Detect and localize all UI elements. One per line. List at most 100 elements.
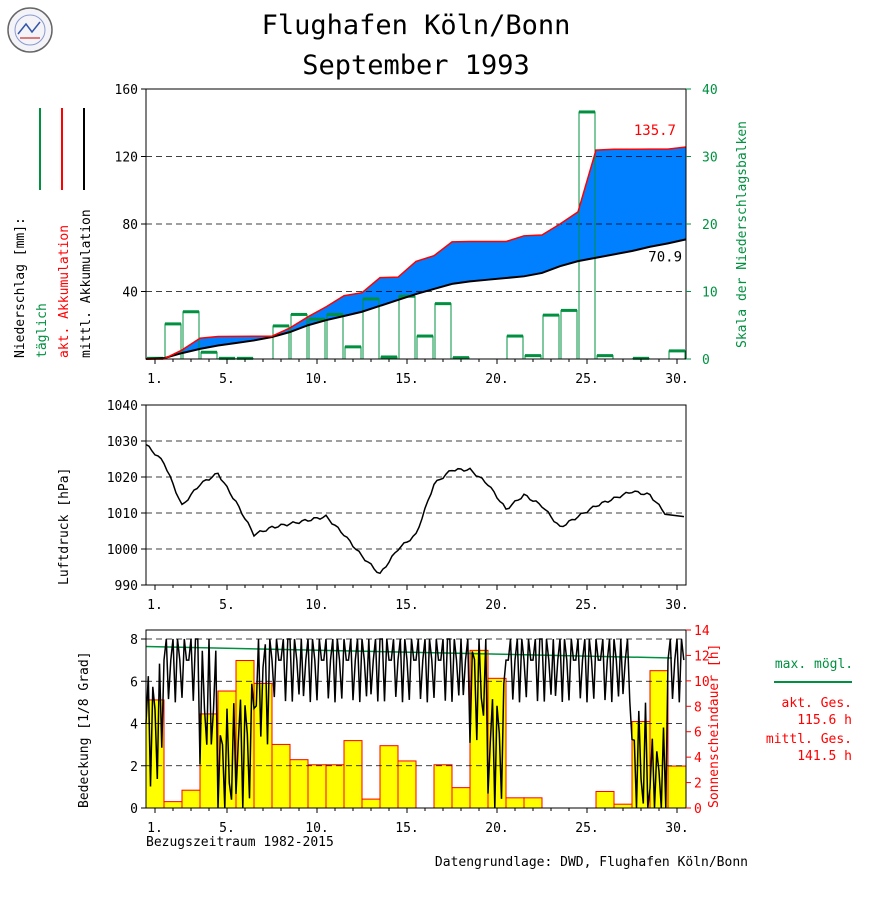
pressure-xtick-label: 1.	[147, 598, 163, 613]
cur-accum-line	[145, 146, 687, 360]
legend: Niederschlag [mm]: täglich akt. Akkumula…	[13, 108, 750, 358]
precip-y2tick-label: 10	[702, 286, 718, 301]
cloud-xtick-label: 30.	[665, 821, 688, 836]
pressure-ytick-label: 1010	[107, 507, 138, 522]
cloud-xtick-label: 5.	[219, 821, 235, 836]
cloud-xtick-label: 25.	[575, 821, 598, 836]
cloud-xtick-label: 1.	[147, 821, 163, 836]
sun-y2tick-label: 14	[694, 624, 710, 639]
precip-ytick-label: 40	[122, 286, 138, 301]
pressure-xtick-label: 30.	[665, 598, 688, 613]
sunshine-bar	[379, 745, 399, 809]
cloud-cover-line	[145, 638, 685, 809]
sunshine-bar	[361, 798, 381, 809]
precip-xtick-label: 20.	[485, 372, 508, 387]
sunshine-bar	[523, 797, 543, 809]
right-axis-label: Skala der Niederschlagsbalken	[735, 121, 750, 348]
sunshine-bar	[163, 801, 183, 809]
cur-accum-end-label: 135.7	[634, 123, 676, 139]
sun-y2tick-label: 6	[694, 726, 702, 741]
legend-mean-accum: mittl. Akkumulation	[79, 209, 94, 358]
reference-period: Bezugszeitraum 1982-2015	[146, 835, 334, 850]
pressure-ytick-label: 990	[115, 579, 138, 594]
daily-precip-bar	[560, 309, 578, 360]
max-possible-line	[145, 645, 673, 659]
cloud-ytick-label: 8	[130, 633, 138, 648]
precip-y2tick-label: 0	[702, 353, 710, 368]
daily-precip-bar	[326, 313, 344, 360]
precip-xtick-label: 30.	[665, 372, 688, 387]
cloud-ytick-label: 0	[130, 802, 138, 817]
daily-precip-bar	[398, 295, 416, 360]
pressure-ytick-label: 1040	[107, 399, 138, 414]
daily-precip-bar	[542, 314, 560, 360]
daily-precip-bar	[434, 303, 452, 360]
pressure-line	[145, 443, 685, 575]
legend-unit: Niederschlag [mm]:	[13, 217, 28, 358]
sunshine-bar	[433, 764, 453, 809]
cloud-ytick-label: 4	[130, 718, 138, 733]
cloud-xtick-label: 10.	[305, 821, 328, 836]
sunshine-bar	[343, 740, 363, 809]
mittl-ges-label: mittl. Ges.	[766, 732, 852, 747]
pressure-xtick-label: 5.	[219, 598, 235, 613]
daily-precip-bar	[506, 335, 524, 360]
pressure-axis-label: Luftdruck [hPa]	[57, 468, 72, 585]
sunshine-bar	[271, 743, 291, 809]
sun-y2tick-label: 10	[694, 675, 710, 690]
pressure-xtick-label: 20.	[485, 598, 508, 613]
chart-title: Flughafen Köln/Bonn	[262, 10, 571, 41]
chart-subtitle: September 1993	[302, 50, 530, 81]
cloud-sunshine-panel: 0 2 4 6 8 0 2 4 6 8 10 12 14 1. 5. 10. 15. 20. 25. 30.	[130, 624, 710, 836]
sunshine-bar	[613, 803, 633, 809]
sunshine-bar	[505, 797, 525, 809]
pressure-xtick-label: 10.	[305, 598, 328, 613]
pressure-xtick-label: 25.	[575, 598, 598, 613]
cloud-xtick-label: 15.	[395, 821, 418, 836]
sunshine-bar	[451, 787, 471, 809]
pressure-ytick-label: 1020	[107, 471, 138, 486]
sun-axis-label: Sonnenscheindauer [h]	[707, 644, 722, 808]
precip-y2tick-label: 30	[702, 151, 718, 166]
accum-difference-area	[146, 147, 686, 359]
precip-xtick-label: 5.	[219, 372, 235, 387]
sunshine-side-legend: max. mögl. akt. Ges. 115.6 h mittl. Ges.…	[766, 657, 853, 764]
pressure-ytick-label: 1000	[107, 543, 138, 558]
legend-daily: täglich	[35, 303, 50, 358]
precip-ytick-label: 160	[115, 83, 138, 98]
cloud-ytick-label: 6	[130, 675, 138, 690]
precip-y2tick-label: 40	[702, 83, 718, 98]
precip-xtick-label: 25.	[575, 372, 598, 387]
cloud-frame	[145, 629, 687, 809]
sunshine-bar	[307, 764, 327, 809]
sun-y2tick-label: 8	[694, 700, 702, 715]
cloud-ytick-label: 2	[130, 760, 138, 775]
mean-accum-end-label: 70.9	[648, 249, 682, 265]
precip-ytick-label: 80	[122, 218, 138, 233]
mean-accum-line	[145, 238, 687, 360]
sun-y2tick-label: 12	[694, 649, 710, 664]
legend-cur-accum: akt. Akkumulation	[57, 225, 72, 358]
pressure-ytick-label: 1030	[107, 435, 138, 450]
precip-ytick-label: 120	[115, 151, 138, 166]
precip-y2tick-label: 20	[702, 218, 718, 233]
sunshine-bar	[181, 789, 201, 809]
akt-ges-value: 115.6 h	[797, 713, 852, 728]
daily-precip-bar	[416, 335, 434, 360]
precipitation-panel: 40 80 120 160 135.7 70.9 0 10 20 30 40 1. 5. 10. 15. 20…	[115, 83, 718, 387]
sun-y2tick-label: 0	[694, 802, 702, 817]
data-source: Datengrundlage: DWD, Flughafen Köln/Bonn	[435, 855, 748, 870]
mittl-ges-value: 141.5 h	[797, 749, 852, 764]
pressure-panel: 990 1000 1010 1020 1030 1040 1. 5. 10. 15. 20. 25. 3…	[107, 399, 689, 613]
precip-xtick-label: 10.	[305, 372, 328, 387]
cloud-axis-label: Bedeckung [1/8 Grad]	[77, 651, 92, 808]
sunshine-bar	[667, 765, 687, 809]
sunshine-bar	[325, 764, 345, 809]
sunshine-bar	[595, 790, 615, 809]
akt-ges-label: akt. Ges.	[782, 696, 852, 711]
cloud-xtick-label: 20.	[485, 821, 508, 836]
sunshine-bar	[289, 759, 309, 809]
pressure-frame	[145, 404, 687, 586]
dwd-logo	[7, 7, 53, 53]
